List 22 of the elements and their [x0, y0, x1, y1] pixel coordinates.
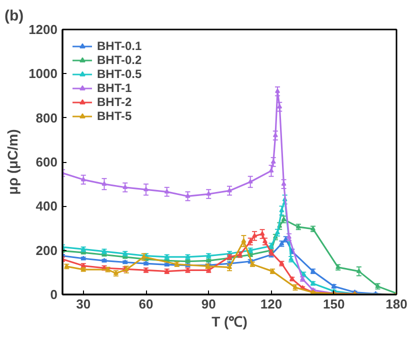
x-axis-title: T (℃): [212, 314, 248, 330]
legend-label: BHT-5: [97, 109, 132, 123]
y-tick-label: 0: [50, 287, 58, 302]
y-tick-label: 400: [36, 198, 58, 214]
x-tick-label: 150: [323, 296, 345, 312]
legend-label: BHT-0.1: [97, 39, 142, 53]
y-tick-label: 1000: [28, 66, 58, 82]
legend-label: BHT-2: [97, 95, 132, 109]
legend-label: BHT-0.5: [97, 67, 142, 81]
y-tick-label: 1200: [28, 22, 58, 37]
y-tick-label: 200: [36, 242, 58, 258]
x-tick-label: 30: [76, 296, 91, 312]
text: (b): [4, 8, 24, 24]
y-tick-label: 600: [36, 154, 58, 170]
x-tick-label: 90: [201, 296, 216, 312]
legend-label: BHT-0.2: [97, 53, 142, 67]
x-tick-label: 120: [260, 296, 282, 312]
y-tick-label: 800: [36, 110, 58, 126]
x-tick-label: 180: [386, 296, 408, 312]
x-tick-label: 60: [138, 296, 154, 312]
y-axis-title: μρ (μC/m): [4, 129, 21, 195]
legend-label: BHT-1: [97, 81, 132, 95]
